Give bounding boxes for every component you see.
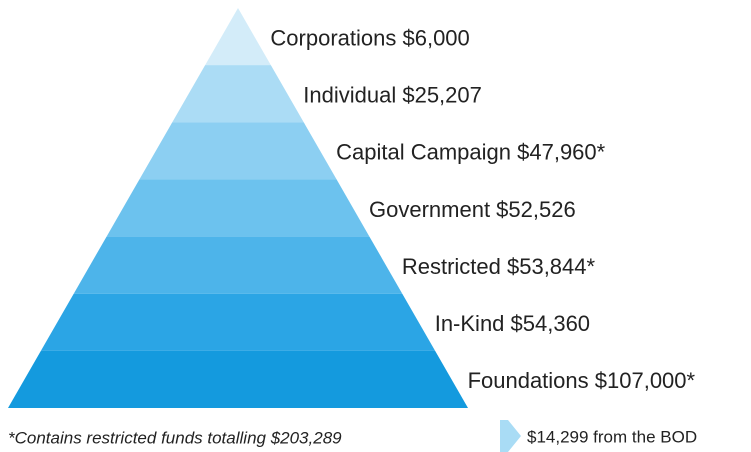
layer-label: In-Kind $54,360 xyxy=(435,311,590,336)
pyramid-layer xyxy=(73,236,403,294)
pyramid-layer xyxy=(139,122,337,180)
pyramid xyxy=(8,8,468,408)
legend-label: $14,299 from the BOD xyxy=(527,427,697,446)
pyramid-layer xyxy=(40,293,436,351)
pyramid-layer xyxy=(172,65,304,123)
pyramid-layer xyxy=(106,179,370,237)
pyramid-layer xyxy=(8,350,468,408)
footnote: *Contains restricted funds totalling $20… xyxy=(8,428,342,447)
layer-label: Government $52,526 xyxy=(369,197,576,222)
layer-label: Restricted $53,844* xyxy=(402,254,596,279)
pyramid-layer xyxy=(205,8,271,66)
layer-label: Corporations $6,000 xyxy=(270,25,469,50)
legend-icon xyxy=(500,420,521,452)
layer-label: Foundations $107,000* xyxy=(468,368,696,393)
layer-label: Capital Campaign $47,960* xyxy=(336,140,606,165)
layer-label: Individual $25,207 xyxy=(303,83,482,108)
